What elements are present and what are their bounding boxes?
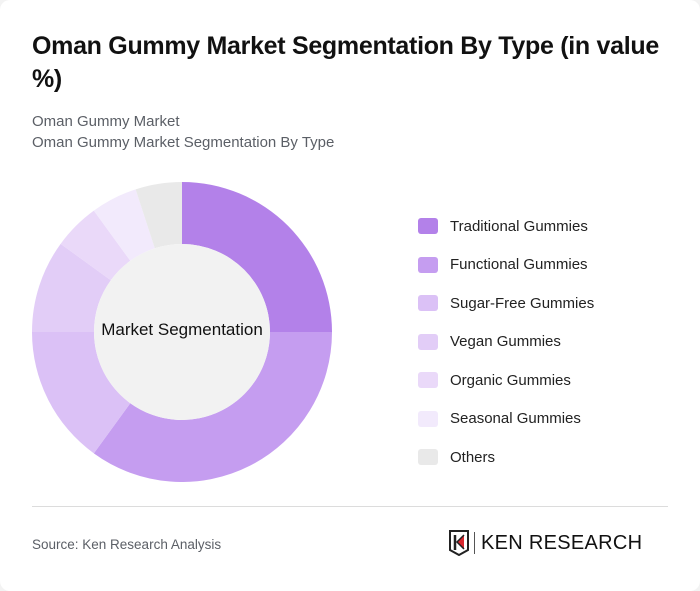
donut-slice-functional-gummies	[93, 332, 332, 482]
legend-label: Vegan Gummies	[450, 333, 561, 351]
subtitle-market: Oman Gummy Market	[32, 113, 180, 130]
legend-item[interactable]: Functional Gummies	[418, 246, 594, 285]
logo-text: KEN RESEARCH	[481, 531, 643, 554]
legend-label: Others	[450, 448, 496, 466]
legend-swatch-icon	[418, 256, 438, 273]
legend-swatch-icon	[418, 410, 438, 427]
legend-label: Organic Gummies	[450, 371, 571, 389]
donut-chart	[32, 182, 332, 482]
logo-separator	[474, 532, 475, 554]
legend-item[interactable]: Others	[418, 438, 594, 477]
legend-item[interactable]: Seasonal Gummies	[418, 400, 594, 439]
legend-item[interactable]: Sugar-Free Gummies	[418, 284, 594, 323]
legend-swatch-icon	[418, 372, 438, 389]
donut-hole	[94, 244, 270, 420]
legend-swatch-icon	[418, 449, 438, 466]
legend-label: Functional Gummies	[450, 256, 588, 274]
page-title: Oman Gummy Market Segmentation By Type (…	[32, 32, 659, 93]
legend-swatch-icon	[418, 333, 438, 350]
legend-label: Seasonal Gummies	[450, 410, 581, 428]
donut-slice-seasonal-gummies	[93, 189, 155, 261]
subtitle-segmentation: Oman Gummy Market Segmentation By Type	[32, 134, 335, 151]
legend-label: Sugar-Free Gummies	[450, 294, 595, 312]
legend-swatch-icon	[418, 218, 438, 235]
legend-item[interactable]: Vegan Gummies	[418, 323, 594, 362]
legend-swatch-icon	[418, 295, 438, 312]
legend-item[interactable]: Traditional Gummies	[418, 207, 594, 246]
donut-center-label: Market Segmentation	[101, 320, 263, 339]
footer-divider	[32, 506, 668, 507]
legend-label: Traditional Gummies	[450, 217, 588, 235]
ken-research-logo: KEN RESEARCH	[448, 530, 642, 556]
ken-research-logo-icon	[449, 530, 469, 556]
donut-slice-organic-gummies	[60, 210, 131, 281]
donut-slice-vegan-gummies	[32, 243, 111, 332]
donut-slice-others	[135, 182, 182, 249]
donut-slice-sugar-free-gummies	[32, 332, 131, 454]
legend-item[interactable]: Organic Gummies	[418, 361, 594, 400]
source-note: Source: Ken Research Analysis	[32, 537, 222, 552]
donut-slice-traditional-gummies	[182, 182, 332, 332]
chart-legend: Traditional Gummies Functional Gummies Sug…	[418, 207, 594, 477]
